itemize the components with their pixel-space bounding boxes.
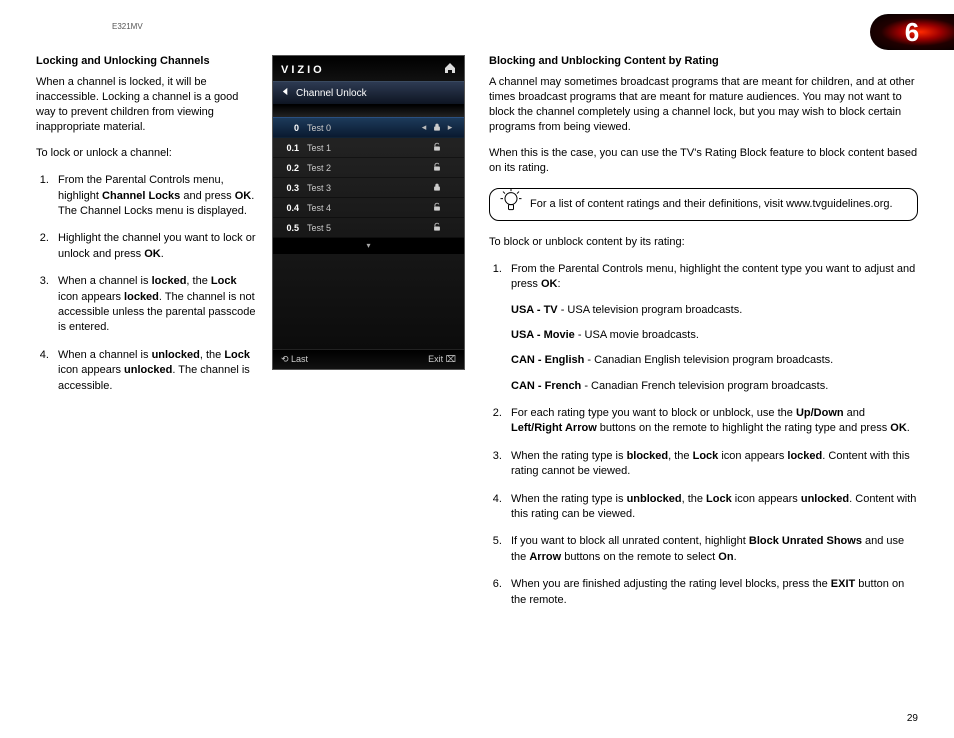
lightbulb-icon xyxy=(500,189,522,220)
unlocked-icon xyxy=(430,141,444,154)
tv-menu-title-bar: Channel Unlock xyxy=(273,81,464,105)
left-lead: To lock or unlock a channel: xyxy=(36,146,258,161)
left-arrow-icon: ◂ xyxy=(418,122,430,133)
home-icon xyxy=(444,62,456,77)
content-type-item: CAN - English - Canadian English televis… xyxy=(511,353,918,368)
tv-channel-row: 0.2Test 2 xyxy=(273,158,464,178)
step-item: If you want to block all unrated content… xyxy=(505,534,918,565)
tv-channel-name: Test 5 xyxy=(307,223,418,233)
header-model: E321MV xyxy=(112,22,918,31)
page-number: 29 xyxy=(907,713,918,724)
tv-channel-number: 0.4 xyxy=(273,203,307,213)
tv-channel-name: Test 1 xyxy=(307,143,418,153)
right-intro2: When this is the case, you can use the T… xyxy=(489,146,918,176)
tv-channel-number: 0 xyxy=(273,123,307,133)
unlocked-icon xyxy=(430,201,444,214)
tv-channel-number: 0.5 xyxy=(273,223,307,233)
content-type-item: USA - TV - USA television program broadc… xyxy=(511,303,918,318)
locked-icon xyxy=(430,181,444,194)
step-item: When a channel is locked, the Lock icon … xyxy=(52,274,258,336)
tip-text: For a list of content ratings and their … xyxy=(530,198,893,210)
tv-channel-number: 0.1 xyxy=(273,143,307,153)
tip-box: For a list of content ratings and their … xyxy=(489,188,918,221)
tv-menu-title: Channel Unlock xyxy=(296,88,367,99)
step-item: When a channel is unlocked, the Lock ico… xyxy=(52,348,258,394)
unlocked-icon xyxy=(430,161,444,174)
tv-channel-number: 0.2 xyxy=(273,163,307,173)
left-steps-list: From the Parental Controls menu, highlig… xyxy=(36,173,258,394)
chapter-number: 6 xyxy=(905,17,919,48)
tv-channel-name: Test 3 xyxy=(307,183,418,193)
step-item: When the rating type is unblocked, the L… xyxy=(505,492,918,523)
tv-channel-row: 0.4Test 4 xyxy=(273,198,464,218)
left-intro: When a channel is locked, it will be ina… xyxy=(36,75,258,134)
step-item: From the Parental Controls menu, highlig… xyxy=(52,173,258,219)
tv-channel-row: 0.3Test 3 xyxy=(273,178,464,198)
tv-channel-number: 0.3 xyxy=(273,183,307,193)
step-item: For each rating type you want to block o… xyxy=(505,406,918,437)
content-type-item: CAN - French - Canadian French televisio… xyxy=(511,379,918,394)
locked-icon xyxy=(430,121,444,134)
tv-channel-row: 0Test 0◂ ▸ xyxy=(273,117,464,138)
unlocked-icon xyxy=(430,221,444,234)
back-icon xyxy=(281,87,290,99)
right-lead: To block or unblock content by its ratin… xyxy=(489,235,918,250)
tv-footer-last: ⟲ Last xyxy=(281,354,308,365)
right-section-title: Blocking and Unblocking Content by Ratin… xyxy=(489,55,918,67)
step-item: When you are finished adjusting the rati… xyxy=(505,577,918,608)
tv-channel-name: Test 4 xyxy=(307,203,418,213)
tv-footer-exit: Exit ⌧ xyxy=(428,354,456,365)
right-intro: A channel may sometimes broadcast progra… xyxy=(489,75,918,134)
scroll-down-icon: ▾ xyxy=(273,238,464,254)
tv-channel-name: Test 2 xyxy=(307,163,418,173)
tv-logo: VIZIO xyxy=(281,64,325,76)
tv-screenshot: VIZIO Channel Unlock 0Test 0◂▸0.1Test 10… xyxy=(272,55,465,370)
right-steps-list: From the Parental Controls menu, highlig… xyxy=(489,262,918,608)
left-section-title: Locking and Unlocking Channels xyxy=(36,55,258,67)
tv-channel-list: 0Test 0◂▸0.1Test 10.2Test 20.3Test 30.4T… xyxy=(273,117,464,238)
tv-channel-name: Test 0 xyxy=(307,123,418,133)
right-arrow-icon: ▸ xyxy=(444,122,456,133)
content-type-item: USA - Movie - USA movie broadcasts. xyxy=(511,328,918,343)
step-item: From the Parental Controls menu, highlig… xyxy=(505,262,918,394)
step-item: Highlight the channel you want to lock o… xyxy=(52,231,258,262)
step-item: When the rating type is blocked, the Loc… xyxy=(505,449,918,480)
tv-channel-row: 0.1Test 1 xyxy=(273,138,464,158)
chapter-badge: 6 xyxy=(870,14,954,50)
tv-channel-row: 0.5Test 5 xyxy=(273,218,464,238)
